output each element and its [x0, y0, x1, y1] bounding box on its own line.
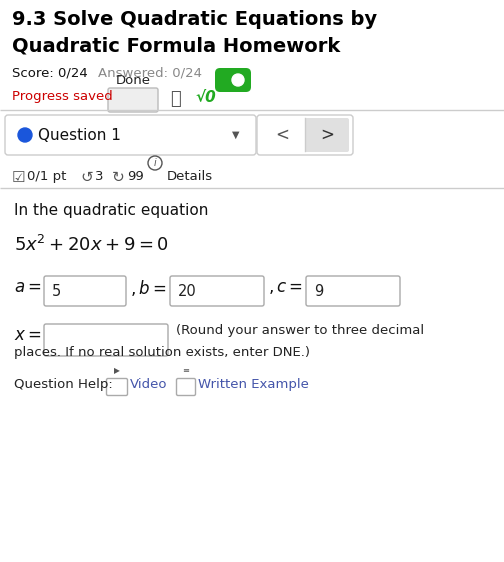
- Text: Written Example: Written Example: [198, 378, 309, 391]
- FancyBboxPatch shape: [44, 324, 168, 356]
- FancyBboxPatch shape: [257, 115, 353, 155]
- Text: ▶: ▶: [114, 366, 120, 375]
- Text: $x =$: $x =$: [14, 326, 42, 344]
- Text: ☑: ☑: [12, 170, 26, 185]
- Text: places. If no real solution exists, enter DNE.): places. If no real solution exists, ente…: [14, 346, 310, 359]
- Text: √0: √0: [195, 90, 216, 105]
- Text: 20: 20: [178, 283, 197, 298]
- Text: 9.3 Solve Quadratic Equations by: 9.3 Solve Quadratic Equations by: [12, 10, 377, 29]
- FancyBboxPatch shape: [108, 88, 158, 112]
- FancyBboxPatch shape: [176, 378, 196, 396]
- Text: >: >: [320, 126, 334, 144]
- Text: 9: 9: [314, 283, 323, 298]
- Text: 0/1 pt: 0/1 pt: [27, 170, 67, 183]
- Text: 5: 5: [52, 283, 61, 298]
- Text: Quadratic Formula Homework: Quadratic Formula Homework: [12, 36, 340, 55]
- Text: $, b =$: $, b =$: [130, 278, 166, 298]
- FancyBboxPatch shape: [215, 68, 251, 92]
- Circle shape: [232, 74, 244, 86]
- Text: Details: Details: [167, 170, 213, 183]
- FancyBboxPatch shape: [106, 378, 128, 396]
- Text: Question Help:: Question Help:: [14, 378, 113, 391]
- Text: (Round your answer to three decimal: (Round your answer to three decimal: [176, 324, 424, 337]
- FancyBboxPatch shape: [44, 276, 126, 306]
- Text: ⎙: ⎙: [170, 90, 181, 108]
- Text: ↺: ↺: [80, 170, 93, 185]
- FancyBboxPatch shape: [306, 276, 400, 306]
- Text: ▼: ▼: [232, 130, 240, 140]
- FancyBboxPatch shape: [305, 118, 349, 152]
- FancyBboxPatch shape: [170, 276, 264, 306]
- Text: Video: Video: [130, 378, 167, 391]
- Circle shape: [18, 128, 32, 142]
- Text: ≡: ≡: [182, 366, 190, 375]
- Text: <: <: [275, 126, 289, 144]
- Text: ↻: ↻: [112, 170, 125, 185]
- Text: Answered: 0/24: Answered: 0/24: [98, 66, 202, 79]
- Text: 3: 3: [95, 170, 103, 183]
- Text: 99: 99: [127, 170, 144, 183]
- Text: Question 1: Question 1: [38, 128, 121, 143]
- Text: $a =$: $a =$: [14, 278, 41, 296]
- Text: $5x^2 + 20x + 9 = 0$: $5x^2 + 20x + 9 = 0$: [14, 235, 169, 255]
- FancyBboxPatch shape: [5, 115, 256, 155]
- Text: $, c =$: $, c =$: [268, 278, 303, 296]
- Text: In the quadratic equation: In the quadratic equation: [14, 203, 208, 218]
- Text: Done: Done: [115, 74, 151, 87]
- Text: Progress saved: Progress saved: [12, 90, 113, 103]
- Text: i: i: [154, 158, 156, 168]
- Text: Score: 0/24: Score: 0/24: [12, 66, 88, 79]
